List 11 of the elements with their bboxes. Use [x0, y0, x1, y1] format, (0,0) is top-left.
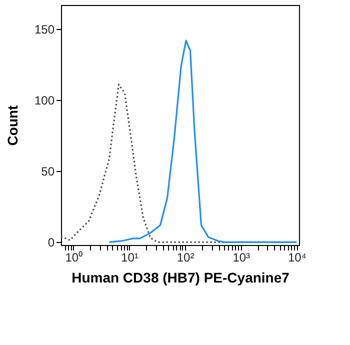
y-tick-label: 50 [41, 164, 55, 179]
x-tick-label: 10³ [232, 250, 250, 264]
y-tick-label: 100 [34, 94, 55, 108]
x-tick-label: 10² [176, 250, 194, 264]
x-tick-label: 10⁰ [65, 250, 83, 264]
y-axis-title: Count [4, 104, 20, 146]
y-tick-label: 150 [34, 22, 55, 37]
x-axis-title: Human CD38 (HB7) PE-Cyanine7 [72, 270, 290, 286]
x-tick-label: 10⁴ [288, 250, 306, 264]
x-tick-label: 10¹ [121, 250, 138, 264]
y-tick-label: 0 [48, 236, 55, 250]
